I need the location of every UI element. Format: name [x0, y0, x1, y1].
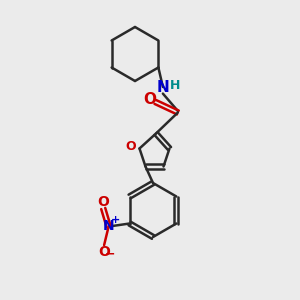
Text: −: −	[105, 247, 116, 260]
Text: N: N	[103, 220, 114, 233]
Text: O: O	[143, 92, 156, 107]
Text: +: +	[111, 215, 120, 225]
Text: O: O	[98, 245, 110, 259]
Text: H: H	[170, 79, 181, 92]
Text: O: O	[97, 195, 109, 209]
Text: N: N	[157, 80, 169, 94]
Text: O: O	[126, 140, 136, 154]
